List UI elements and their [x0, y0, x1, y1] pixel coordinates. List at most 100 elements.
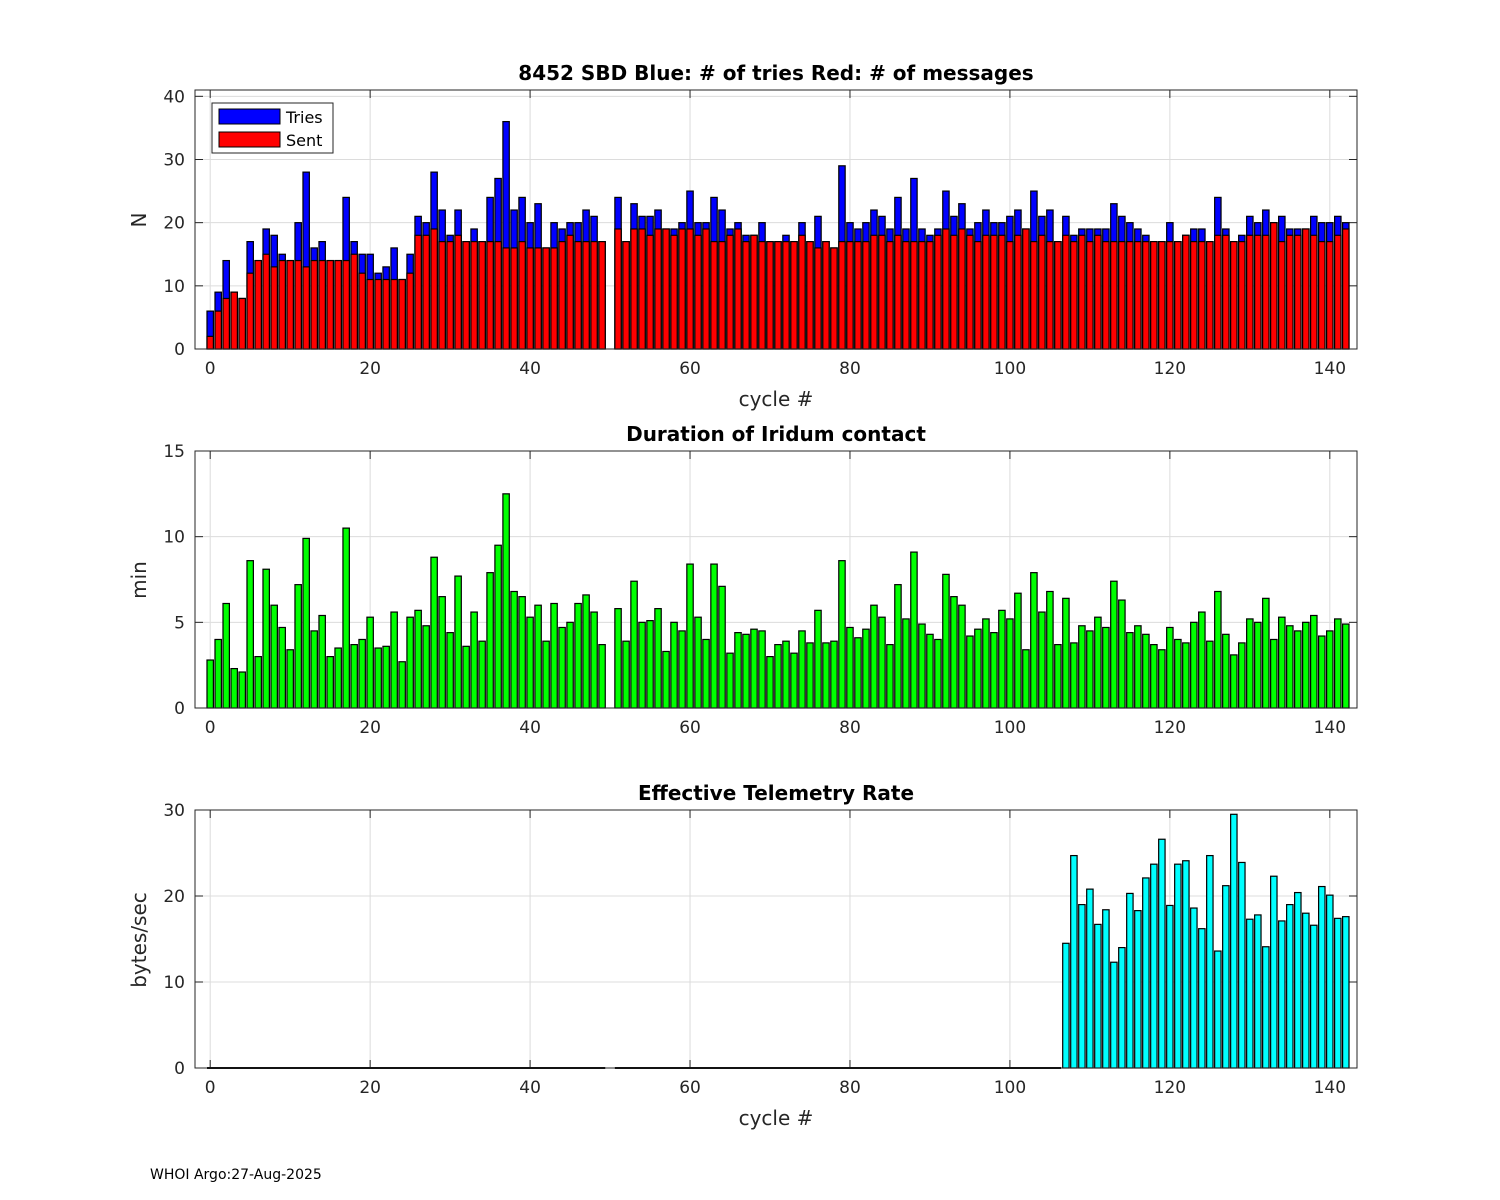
bar-sent — [390, 278, 398, 350]
bar-sent — [286, 259, 294, 350]
y-axis-label: N — [127, 213, 151, 228]
bar-rate — [1254, 914, 1262, 1069]
bar-sent — [854, 241, 862, 350]
bar-duration — [278, 626, 286, 709]
y-tick-label: 0 — [174, 340, 185, 360]
bar-duration — [822, 642, 830, 709]
chart-title: 8452 SBD Blue: # of tries Red: # of mess… — [518, 61, 1033, 85]
bar-duration — [1022, 649, 1030, 709]
bar-sent — [526, 247, 534, 350]
bar-duration — [406, 616, 414, 709]
bar-rate — [1206, 854, 1214, 1069]
bar-duration — [806, 642, 814, 709]
bar-sent — [910, 241, 918, 350]
bar-sent — [1246, 234, 1254, 350]
bar-rate — [1182, 860, 1190, 1069]
bar-sent — [998, 234, 1006, 350]
bar-sent — [718, 241, 726, 350]
bar-rate — [1246, 918, 1254, 1069]
bar-duration — [326, 655, 334, 709]
bar-sent — [326, 259, 334, 350]
bar-duration — [1182, 642, 1190, 709]
bar-sent — [550, 247, 558, 350]
bar-duration — [654, 608, 662, 709]
bar-sent — [534, 247, 542, 350]
bar-sent — [542, 247, 550, 350]
bar-sent — [798, 234, 806, 350]
chart-title: Duration of Iridum contact — [626, 422, 926, 446]
bar-sent — [262, 253, 270, 350]
bar-duration — [1126, 632, 1134, 709]
bar-duration — [950, 596, 958, 709]
bar-duration — [542, 640, 550, 709]
bar-sent — [566, 234, 574, 350]
bar-duration — [750, 628, 758, 709]
y-tick-label: 20 — [163, 214, 185, 234]
bar-duration — [566, 621, 574, 709]
footer-credit: WHOI Argo:27-Aug-2025 — [150, 1167, 322, 1183]
bar-sent — [870, 234, 878, 350]
bar-duration — [1326, 630, 1334, 709]
x-tick-label: 20 — [359, 718, 381, 738]
bar-duration — [534, 604, 542, 709]
axes-box — [194, 809, 1358, 1069]
bar-sent — [1230, 241, 1238, 350]
bar-rate — [1278, 920, 1286, 1069]
bar-sent — [1214, 234, 1222, 350]
bar-sent — [1342, 228, 1350, 350]
bar-sent — [422, 234, 430, 350]
bar-duration — [414, 609, 422, 709]
bar-sent — [702, 228, 710, 350]
bar-duration — [718, 585, 726, 709]
bar-duration — [782, 640, 790, 709]
bar-duration — [982, 618, 990, 709]
bar-sent — [958, 228, 966, 350]
bar-duration — [1342, 623, 1350, 709]
series-duration — [206, 493, 1350, 709]
bar-rate — [1262, 946, 1270, 1069]
bar-sent — [1254, 234, 1262, 350]
legend-swatch-sent — [218, 131, 281, 148]
x-tick-label: 60 — [679, 718, 701, 738]
bar-sent — [878, 234, 886, 350]
bar-duration — [334, 647, 342, 709]
bar-sent — [982, 234, 990, 350]
bar-sent — [406, 272, 414, 350]
y-tick-label: 40 — [163, 87, 185, 107]
x-tick-label: 40 — [519, 718, 541, 738]
bar-sent — [1238, 241, 1246, 350]
bar-sent — [358, 272, 366, 350]
bar-duration — [1118, 599, 1126, 709]
bar-sent — [1022, 228, 1030, 350]
bar-sent — [334, 259, 342, 350]
bar-duration — [942, 573, 950, 709]
bar-duration — [1230, 654, 1238, 709]
y-tick-label: 15 — [163, 442, 185, 462]
bar-sent — [214, 310, 222, 350]
bar-sent — [1126, 241, 1134, 350]
bar-sent — [246, 272, 254, 350]
x-tick-label: 120 — [1154, 718, 1186, 738]
bar-duration — [214, 638, 222, 709]
bar-duration — [558, 626, 566, 709]
bar-duration — [254, 655, 262, 709]
bar-duration — [1318, 635, 1326, 709]
bar-sent — [1014, 234, 1022, 350]
y-tick-label: 10 — [163, 528, 185, 548]
bar-duration — [734, 632, 742, 709]
bar-sent — [1158, 241, 1166, 350]
bar-sent — [414, 234, 422, 350]
bar-sent — [1334, 234, 1342, 350]
x-tick-label: 0 — [205, 359, 216, 379]
bar-sent — [590, 241, 598, 350]
bar-duration — [638, 621, 646, 709]
bar-sent — [662, 228, 670, 350]
bar-duration — [1030, 572, 1038, 709]
bar-duration — [1062, 597, 1070, 709]
bar-sent — [974, 241, 982, 350]
y-tick-label: 10 — [163, 277, 185, 297]
bar-duration — [1286, 625, 1294, 709]
bar-duration — [838, 560, 846, 709]
bar-sent — [1174, 241, 1182, 350]
